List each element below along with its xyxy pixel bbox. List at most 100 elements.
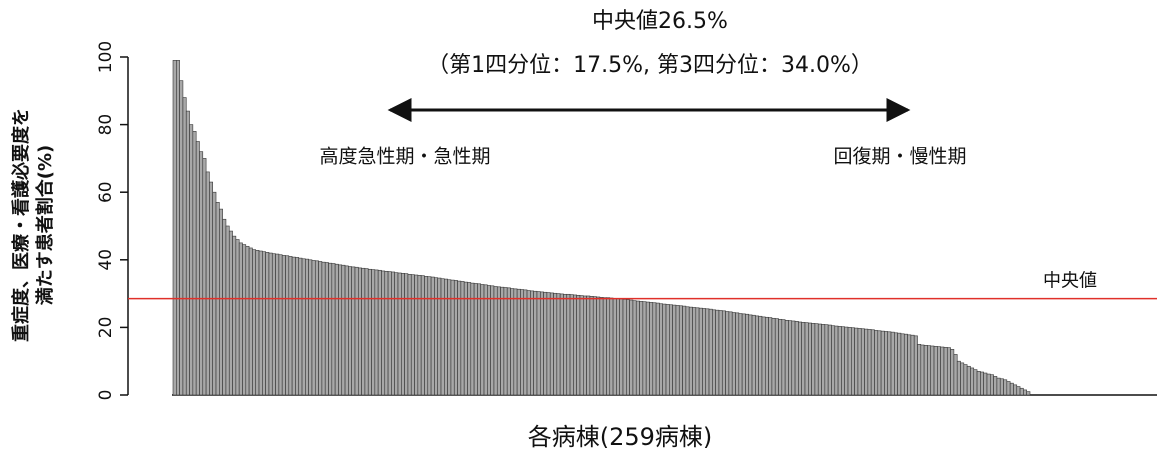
bar <box>774 318 779 396</box>
bar <box>837 326 842 396</box>
bar <box>314 260 319 396</box>
bar <box>324 262 329 396</box>
y-tick-label: 60 <box>96 181 116 203</box>
bar <box>960 362 965 396</box>
bar <box>768 317 773 396</box>
bar <box>788 320 793 396</box>
bar <box>602 297 607 396</box>
bar <box>857 328 862 396</box>
bar <box>864 328 869 396</box>
y-tick-label: 80 <box>96 114 116 136</box>
bar <box>391 271 395 396</box>
bar <box>513 288 518 396</box>
bar <box>956 360 961 396</box>
bar <box>328 262 333 396</box>
y-tick-label: 100 <box>96 41 116 73</box>
bar <box>1016 386 1021 396</box>
bar <box>209 181 214 396</box>
y-tick-label: 20 <box>96 317 116 339</box>
bar <box>784 320 789 396</box>
bar <box>308 259 313 396</box>
bar <box>268 252 273 396</box>
bar <box>851 327 855 396</box>
y-axis-label: 重症度、医療・看護必要度を <box>10 108 32 342</box>
bar <box>678 305 683 396</box>
bar <box>520 289 525 396</box>
median-label: 中央値 <box>1043 271 1097 292</box>
bar <box>553 292 558 396</box>
bar <box>493 286 498 396</box>
bar <box>444 278 448 396</box>
bar <box>480 284 485 396</box>
bar <box>510 288 515 396</box>
bar <box>410 274 415 396</box>
bar <box>983 372 988 396</box>
bar <box>516 288 521 396</box>
bar <box>407 274 412 396</box>
bar <box>860 328 865 396</box>
bar <box>179 80 184 396</box>
bar <box>579 295 584 396</box>
y-tick-label: 40 <box>96 249 116 271</box>
bar <box>1013 384 1018 396</box>
bar <box>1006 381 1011 396</box>
bar <box>549 292 554 396</box>
bar <box>973 369 978 396</box>
bar <box>913 335 918 396</box>
annotation: 高度急性期・急性期 <box>319 146 490 168</box>
bar <box>834 325 839 396</box>
bar <box>228 230 233 396</box>
bar <box>298 257 303 396</box>
bar <box>404 273 409 396</box>
bar <box>384 270 389 396</box>
bar <box>980 371 984 396</box>
bar <box>377 269 382 396</box>
bar <box>195 141 200 396</box>
bar <box>559 293 564 396</box>
bar <box>626 299 630 396</box>
bar <box>530 290 534 396</box>
bar <box>758 315 763 396</box>
bar <box>616 298 620 396</box>
x-axis-label: 各病棟(259病棟) <box>528 423 713 451</box>
bar <box>721 310 726 396</box>
bar <box>963 364 968 396</box>
bar <box>665 304 670 396</box>
bar <box>804 322 809 396</box>
bar <box>583 295 587 396</box>
bar <box>1026 391 1031 396</box>
bar <box>655 302 660 396</box>
bar <box>953 354 958 396</box>
bar <box>589 296 594 396</box>
bar <box>854 327 859 396</box>
bar <box>258 250 263 396</box>
bar <box>566 293 571 396</box>
bar <box>225 225 230 396</box>
bar <box>645 301 650 396</box>
bar <box>354 266 359 396</box>
bar <box>649 302 654 396</box>
bar <box>569 294 574 396</box>
bar <box>847 327 852 396</box>
bar <box>318 261 323 396</box>
bar <box>222 218 227 396</box>
bar <box>262 251 266 396</box>
bar <box>827 324 832 396</box>
bar <box>933 346 938 396</box>
bar <box>321 261 326 396</box>
bar <box>470 282 475 396</box>
bar <box>344 265 349 396</box>
bar <box>817 323 822 396</box>
bar <box>172 60 177 396</box>
bar <box>364 268 369 396</box>
bar <box>672 304 677 396</box>
bar <box>937 346 941 396</box>
bar <box>238 242 243 396</box>
bar <box>748 314 753 396</box>
bar <box>543 291 548 396</box>
bar <box>192 131 197 396</box>
bar <box>735 312 740 396</box>
bar <box>437 277 442 396</box>
bar <box>245 245 250 396</box>
bar <box>506 287 511 396</box>
